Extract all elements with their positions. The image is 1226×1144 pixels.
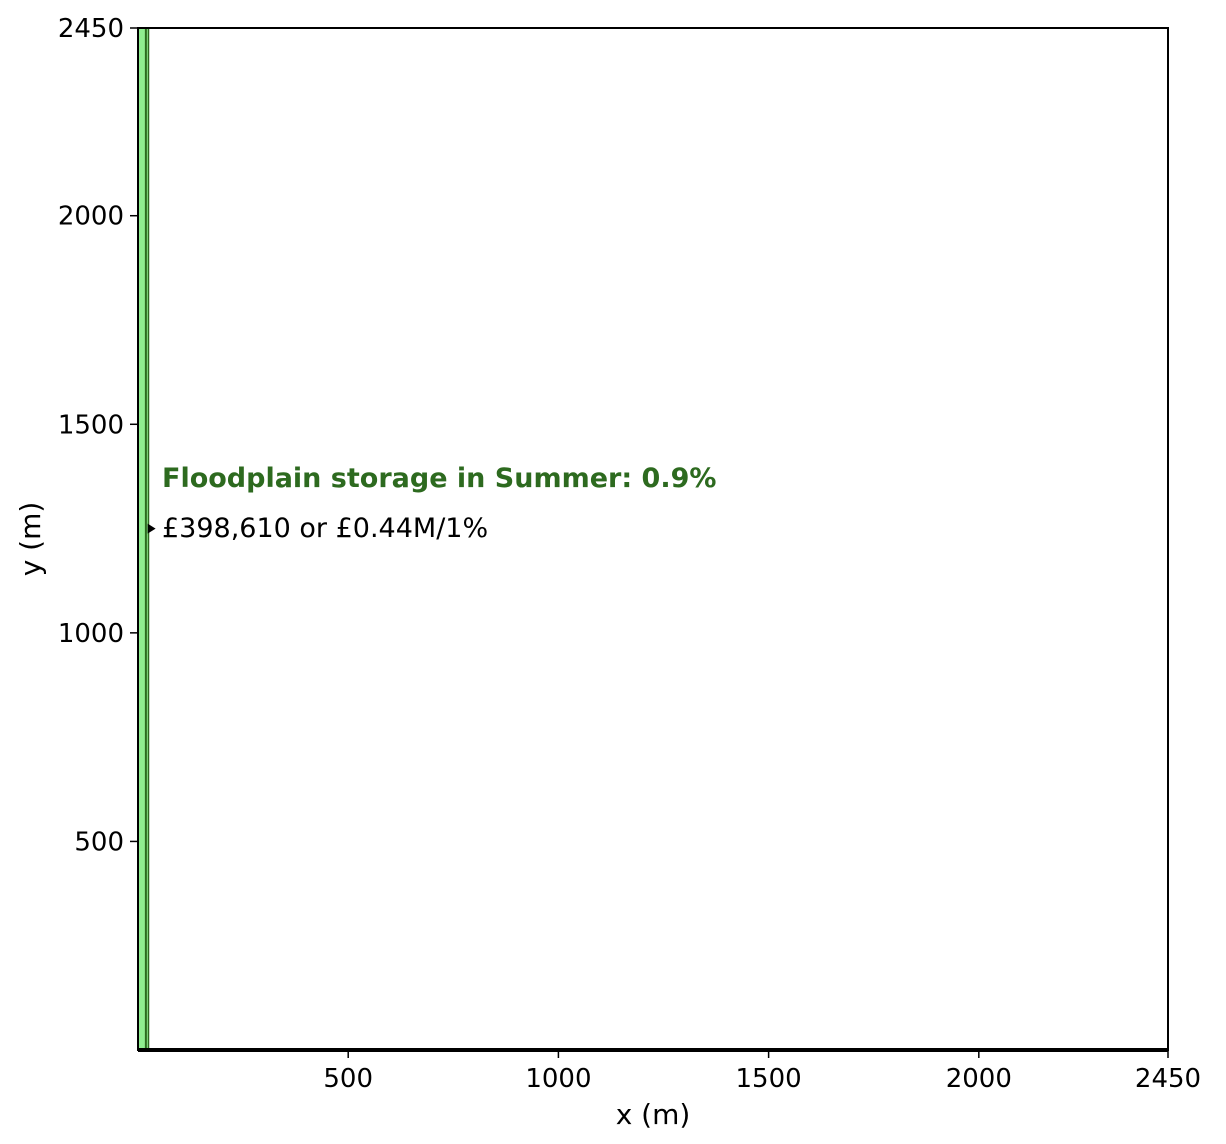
floodplain-strip [137, 27, 150, 1051]
annotation-subtitle: £398,610 or £0.44M/1% [162, 513, 488, 544]
x-axis-ticks: 500 1000 1500 2000 2450 [323, 1050, 1201, 1094]
x-axis-label: x (m) [616, 1098, 691, 1131]
annotation-title: Floodplain storage in Summer: 0.9% [162, 463, 716, 494]
y-tick-label: 500 [74, 827, 124, 857]
x-tick-label: 1500 [736, 1064, 802, 1094]
y-tick-label: 2450 [58, 14, 124, 44]
y-axis-label: y (m) [14, 502, 47, 577]
annotation-marker [147, 523, 156, 534]
x-tick-label: 1000 [525, 1064, 591, 1094]
y-tick-label: 1000 [58, 619, 124, 649]
x-tick-label: 2450 [1135, 1064, 1201, 1094]
y-tick-label: 1500 [58, 410, 124, 440]
x-tick-label: 500 [323, 1064, 373, 1094]
y-tick-label: 2000 [58, 202, 124, 232]
y-axis-ticks: 500 1000 1500 2000 2450 [58, 14, 138, 857]
x-tick-label: 2000 [946, 1064, 1012, 1094]
floodplain-strip-layer [137, 27, 150, 1051]
